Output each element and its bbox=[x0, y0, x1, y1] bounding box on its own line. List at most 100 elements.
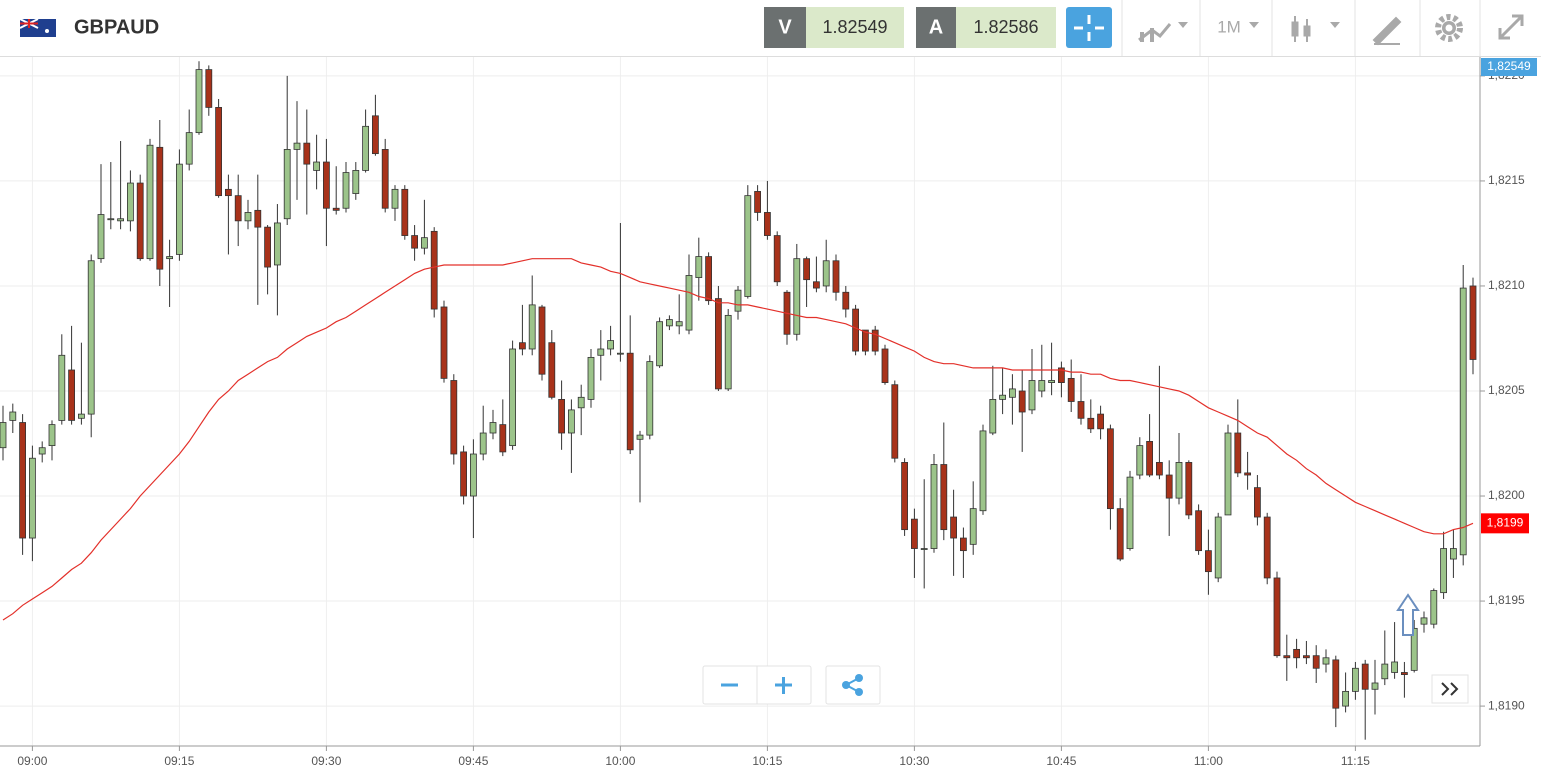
candle-body bbox=[28, 457, 36, 539]
candle-body bbox=[1087, 417, 1095, 430]
ask-tag-box[interactable] bbox=[916, 7, 956, 48]
share-box[interactable] bbox=[825, 665, 881, 705]
candle-body bbox=[430, 230, 438, 310]
candle-body bbox=[989, 398, 997, 434]
candle-body bbox=[332, 207, 340, 211]
candle-body bbox=[460, 451, 468, 497]
candle-body bbox=[391, 188, 399, 209]
price-badge-label: 1,82549 bbox=[1487, 59, 1531, 73]
candle-body bbox=[401, 188, 409, 236]
candle-body bbox=[754, 191, 761, 213]
candle-body bbox=[1371, 682, 1379, 690]
candle-body bbox=[1136, 445, 1144, 476]
candle-body bbox=[577, 396, 585, 409]
candle-body bbox=[871, 329, 879, 352]
candle-body bbox=[695, 256, 703, 278]
bid-tag[interactable]: V bbox=[778, 16, 792, 38]
candle-body bbox=[254, 209, 262, 228]
timeframe-caret[interactable] bbox=[1249, 22, 1259, 28]
ask-tag[interactable]: A bbox=[929, 16, 943, 38]
settings-button[interactable] bbox=[1435, 14, 1463, 42]
candle-body bbox=[832, 260, 840, 293]
chart-type-button[interactable] bbox=[1138, 22, 1188, 42]
candle-body bbox=[607, 340, 614, 350]
candle-body bbox=[715, 298, 722, 390]
candle-body bbox=[1401, 672, 1408, 675]
candle-body bbox=[136, 182, 144, 260]
candle-body bbox=[1165, 474, 1173, 499]
candle-body bbox=[146, 144, 154, 260]
candle-body bbox=[568, 409, 575, 434]
candle-body bbox=[1205, 550, 1212, 573]
candle-body bbox=[1126, 476, 1134, 549]
candle-body bbox=[97, 214, 105, 260]
candle-body bbox=[979, 430, 987, 512]
candle-body bbox=[646, 361, 654, 436]
candle-body bbox=[283, 149, 291, 220]
candle-body bbox=[1067, 377, 1075, 402]
crosshair-button[interactable] bbox=[1066, 7, 1112, 48]
candle-body bbox=[587, 356, 595, 400]
y-tick-label: 1,8205 bbox=[1488, 383, 1525, 397]
candle-body bbox=[852, 308, 859, 352]
candle-body bbox=[107, 218, 115, 221]
candle-body bbox=[1077, 401, 1085, 419]
candle-body bbox=[1430, 590, 1438, 625]
candle-body bbox=[999, 394, 1006, 400]
candle-body bbox=[1214, 516, 1222, 579]
candle-body bbox=[685, 275, 693, 331]
candle-body bbox=[675, 321, 683, 327]
candle-body bbox=[901, 462, 908, 531]
x-tick-label: 09:00 bbox=[17, 754, 47, 768]
ma-value-label: 1,8199 bbox=[1487, 516, 1524, 530]
x-tick-label: 10:30 bbox=[899, 754, 929, 768]
scroll-end-button[interactable] bbox=[1441, 682, 1459, 696]
candle-body bbox=[352, 170, 360, 194]
candle-body bbox=[1195, 510, 1202, 552]
candle-body bbox=[822, 260, 830, 287]
candle-body bbox=[1312, 655, 1320, 669]
scroll-end-box[interactable] bbox=[1431, 674, 1469, 704]
candle-body bbox=[1381, 663, 1389, 680]
zoom-in-button[interactable] bbox=[775, 677, 792, 694]
candle-body bbox=[175, 163, 183, 255]
bid-price[interactable]: 1.82549 bbox=[822, 17, 887, 37]
candle-body bbox=[48, 424, 56, 447]
bid-box[interactable] bbox=[806, 7, 904, 48]
candle-body bbox=[969, 508, 977, 545]
candle-body bbox=[1224, 432, 1232, 516]
fullscreen-button[interactable] bbox=[1498, 14, 1524, 40]
ask-box[interactable] bbox=[956, 7, 1056, 48]
candle-body bbox=[0, 422, 7, 449]
candle-style-button[interactable] bbox=[1291, 16, 1340, 42]
candle-body bbox=[1420, 617, 1428, 625]
ask-price[interactable]: 1.82586 bbox=[973, 17, 1038, 37]
candle-body bbox=[362, 125, 370, 171]
draw-button[interactable] bbox=[1372, 16, 1402, 46]
candle-body bbox=[1018, 390, 1026, 413]
separators bbox=[1121, 0, 1481, 56]
candle-body bbox=[528, 304, 536, 350]
ma-line bbox=[2, 258, 1474, 621]
candle-body bbox=[313, 161, 321, 171]
candle-body bbox=[1332, 659, 1340, 709]
candle-body bbox=[469, 453, 477, 497]
candle-body bbox=[1361, 663, 1369, 690]
candle-body bbox=[499, 424, 507, 453]
candle-body bbox=[244, 212, 252, 222]
candle-body bbox=[195, 69, 203, 134]
timeframe[interactable]: 1M bbox=[1217, 17, 1241, 36]
zoom-controls bbox=[702, 665, 1469, 705]
candle-body bbox=[891, 384, 899, 459]
candle-body bbox=[773, 235, 781, 283]
y-tick-label: 1,8200 bbox=[1488, 488, 1525, 502]
candle-body bbox=[724, 314, 732, 390]
candle-body bbox=[371, 115, 379, 155]
candle-body bbox=[381, 149, 389, 209]
candle-body bbox=[1459, 287, 1467, 556]
candle-body bbox=[19, 422, 27, 539]
bid-tag-box[interactable] bbox=[764, 7, 806, 48]
candle-body bbox=[1303, 655, 1310, 659]
share-button[interactable] bbox=[842, 674, 863, 696]
